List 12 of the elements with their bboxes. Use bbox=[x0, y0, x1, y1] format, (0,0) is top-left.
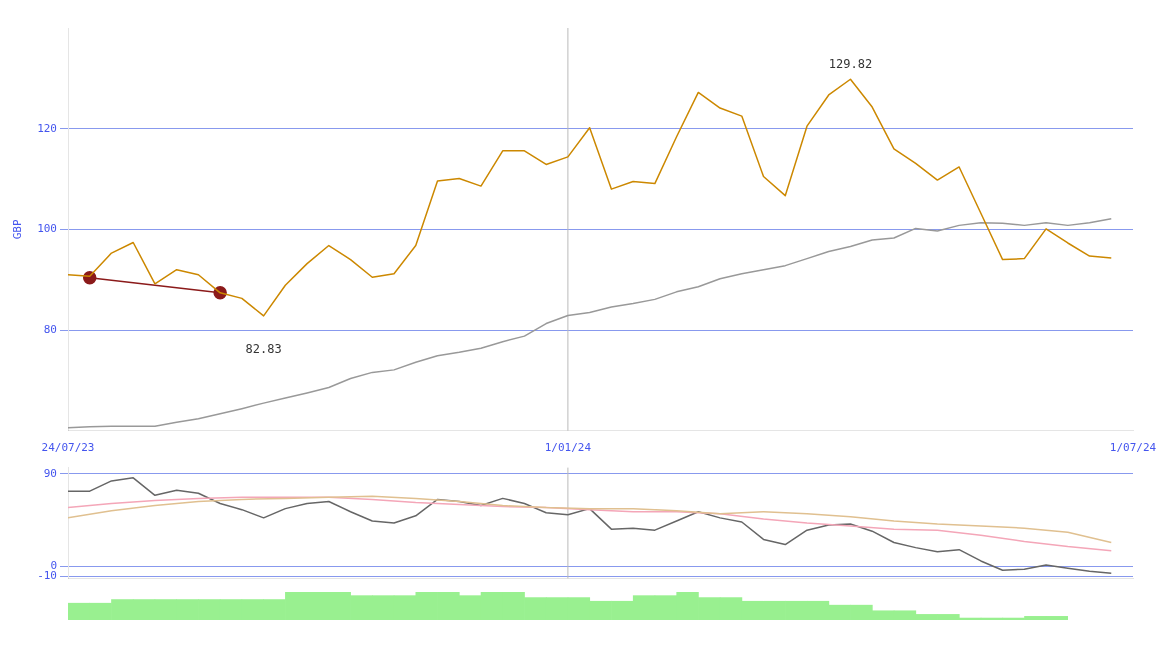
x-tick-label: 1/01/24 bbox=[544, 441, 592, 455]
x-tick-label: 24/07/23 bbox=[41, 441, 95, 455]
y-tick-label: 120 bbox=[37, 121, 57, 135]
y-tick-label: 80 bbox=[43, 322, 57, 336]
y-tick-label: 100 bbox=[37, 222, 57, 236]
y-axis-title: GBP bbox=[11, 219, 25, 240]
x-tick-label: 1/07/24 bbox=[1109, 441, 1157, 455]
y-tick-label: 90 bbox=[43, 466, 57, 480]
y-tick-label: 0 bbox=[50, 558, 57, 572]
annotation: 82.83 bbox=[245, 341, 282, 356]
y-tick-label: -10 bbox=[37, 569, 57, 583]
annotation: 129.82 bbox=[828, 57, 873, 72]
